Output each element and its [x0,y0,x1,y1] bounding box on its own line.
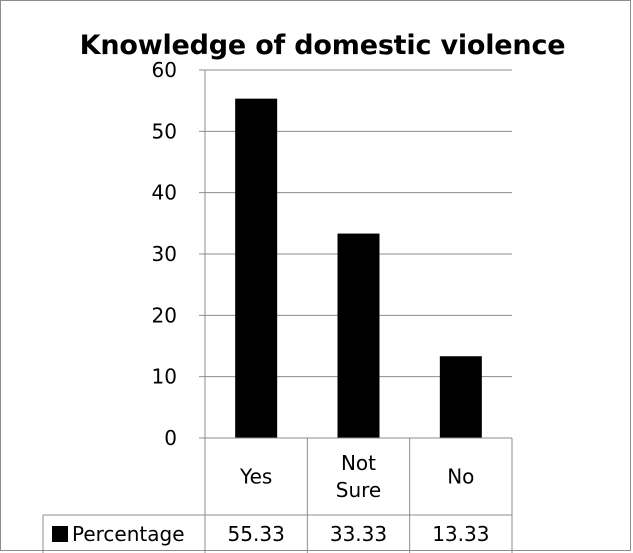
legend-swatch [52,526,68,542]
legend-series-name: Percentage [72,522,185,546]
y-tick-label: 60 [152,58,177,82]
x-category-label: Yes [239,465,272,489]
y-tick-label: 0 [164,426,177,450]
bar [337,233,380,438]
y-tick-label: 30 [152,242,177,266]
x-category-label: Sure [336,478,381,502]
y-tick-label: 10 [152,365,177,389]
bar [235,98,278,438]
chart-title: Knowledge of domestic violence [79,30,566,61]
y-tick-label: 50 [152,119,177,143]
y-tick-label: 40 [152,181,177,205]
data-table-value: 55.33 [228,522,285,546]
x-category-label: Not [341,451,376,475]
bar [439,356,482,438]
data-table-value: 13.33 [432,522,489,546]
data-table-value: 33.33 [330,522,387,546]
y-tick-label: 20 [152,303,177,327]
x-category-label: No [447,465,474,489]
